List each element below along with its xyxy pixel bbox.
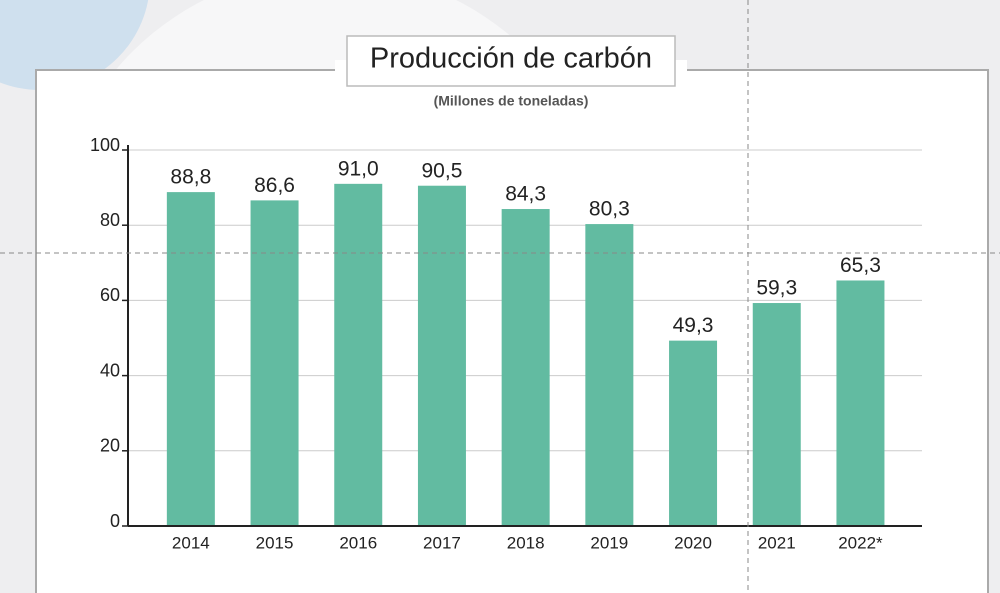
value-label: 59,3: [756, 277, 797, 300]
title-box: [346, 35, 676, 87]
chart-subtitle: (Millones de toneladas): [434, 93, 589, 109]
x-tick-label: 2014: [172, 533, 210, 552]
x-tick-label: 2017: [423, 533, 461, 552]
bar: [752, 303, 801, 526]
y-tick-label: 60: [100, 285, 120, 305]
bar: [669, 340, 718, 526]
value-label: 84,3: [505, 183, 546, 206]
x-tick-label: 2020: [674, 533, 712, 552]
bar: [501, 209, 550, 527]
bar: [836, 280, 885, 526]
y-tick-label: 0: [110, 511, 120, 531]
decor-circle: [0, 0, 149, 90]
chart-title: Producción de carbón: [370, 43, 652, 75]
bar: [334, 183, 383, 526]
x-tick-label: 2015: [256, 533, 294, 552]
y-tick-label: 20: [100, 436, 120, 456]
plot-area: 0 20 40 60 80 100 88,8 2014 86,6 2015 91,0 2016 90,5…: [90, 135, 922, 552]
bar: [166, 192, 215, 526]
x-tick-label: 2018: [507, 533, 545, 552]
bar: [417, 185, 466, 526]
y-tick-label: 40: [100, 360, 120, 380]
value-label: 65,3: [840, 254, 881, 277]
value-label: 80,3: [589, 198, 630, 221]
x-tick-label: 2022*: [838, 533, 883, 552]
x-tick-label: 2019: [590, 533, 628, 552]
value-label: 90,5: [422, 159, 463, 182]
value-label: 91,0: [338, 157, 379, 180]
value-label: 49,3: [673, 314, 714, 337]
value-label: 88,8: [170, 166, 211, 189]
y-tick-label: 80: [100, 210, 120, 230]
bar: [585, 224, 634, 526]
x-tick-label: 2021: [758, 533, 796, 552]
bar: [250, 200, 299, 526]
value-label: 86,6: [254, 174, 295, 197]
x-tick-label: 2016: [339, 533, 377, 552]
y-tick-label: 100: [90, 135, 120, 155]
